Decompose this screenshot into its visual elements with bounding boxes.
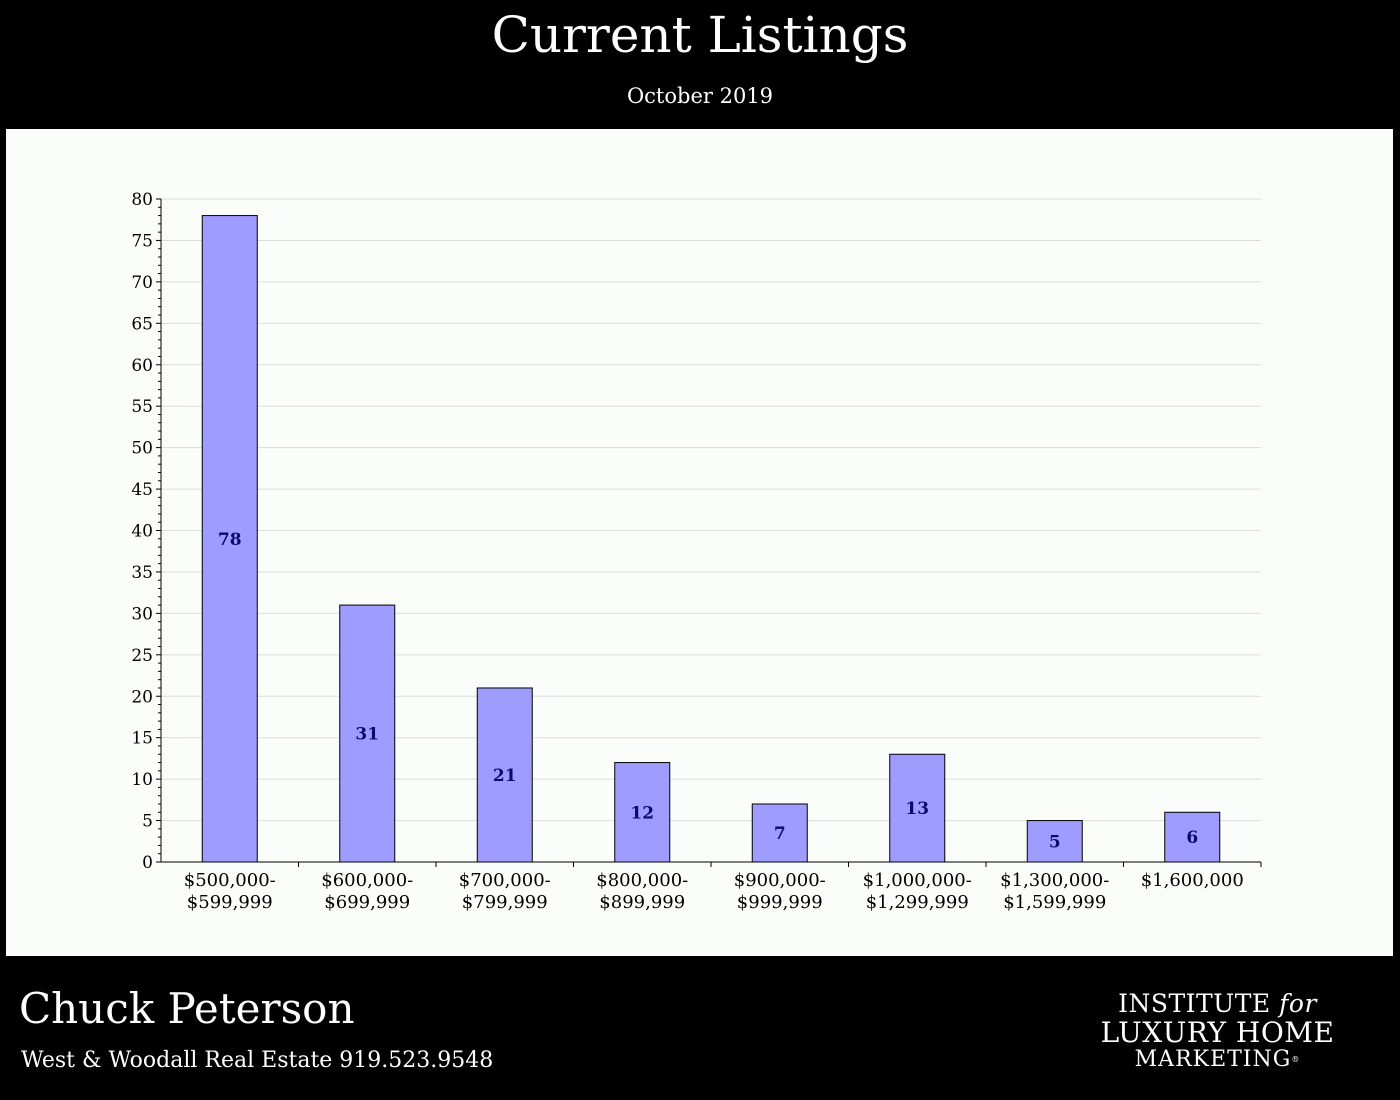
chart-header: Current Listings October 2019 [0, 0, 1400, 128]
x-category-label: $1,300,000- [1000, 870, 1109, 891]
logo-institute-text: INSTITUTE [1118, 989, 1271, 1018]
y-tick-label: 5 [142, 812, 153, 832]
bar-data-label: 31 [355, 725, 379, 745]
y-tick-label: 45 [131, 480, 153, 500]
bar-data-label: 21 [493, 766, 517, 786]
x-category-label: $599,999 [187, 892, 273, 913]
x-category-label: $899,999 [599, 892, 685, 913]
y-tick-label: 15 [131, 729, 153, 749]
bar [889, 753, 946, 863]
agent-name: Chuck Peterson [19, 984, 355, 1033]
x-category-label: $500,000- [184, 870, 276, 891]
y-tick-label: 50 [131, 439, 153, 459]
x-category-label: $800,000- [596, 870, 688, 891]
y-tick-label: 0 [142, 853, 153, 873]
bar-data-label: 6 [1186, 828, 1198, 848]
bar [201, 215, 258, 863]
chart-title: Current Listings [491, 6, 909, 64]
y-tick-label: 75 [131, 231, 153, 251]
x-category-label: $1,599,999 [1003, 892, 1106, 913]
institute-logo: INSTITUTE for LUXURY HOME MARKETING® [1080, 990, 1355, 1072]
bar-data-label: 78 [218, 530, 242, 550]
bar-data-label: 13 [905, 799, 929, 819]
bar-data-label: 5 [1049, 832, 1061, 852]
bar-chart: 0510152025303540455055606570758078$500,0… [131, 190, 1262, 913]
bar [614, 762, 671, 863]
y-tick-label: 40 [131, 522, 153, 542]
registered-mark: ® [1291, 1055, 1301, 1064]
bar [1164, 811, 1221, 863]
x-category-label: $799,999 [462, 892, 548, 913]
footer: Chuck Peterson West & Woodall Real Estat… [0, 956, 1400, 1100]
x-category-label: $1,000,000- [863, 870, 972, 891]
y-tick-label: 10 [131, 770, 153, 790]
chart-panel: 0 5 10 15 20 25 30 35 40 45 50 55 60 65 70 75 80 78 $500,0… [6, 129, 1393, 956]
x-category-label: $1,299,999 [866, 892, 969, 913]
x-category-label: $600,000- [321, 870, 413, 891]
y-tick-label: 35 [131, 563, 153, 583]
chart-subtitle: October 2019 [626, 84, 774, 108]
logo-marketing-text: MARKETING [1134, 1047, 1292, 1072]
x-category-label: $699,999 [324, 892, 410, 913]
bar [1026, 820, 1083, 863]
y-tick-label: 20 [131, 687, 153, 707]
bar [476, 687, 533, 863]
bar-data-label: 12 [630, 803, 654, 823]
x-category-label: $700,000- [459, 870, 551, 891]
y-tick-label: 25 [131, 646, 153, 666]
bar-data-label: 7 [774, 824, 786, 844]
y-tick-label: 70 [131, 273, 153, 293]
bar [339, 604, 396, 863]
x-category-label: $900,000- [734, 870, 826, 891]
bar [751, 803, 808, 863]
x-category-label: $1,600,000 [1141, 870, 1244, 891]
logo-line-3: MARKETING® [1080, 1048, 1355, 1072]
x-category-label: $999,999 [737, 892, 823, 913]
logo-line-1: INSTITUTE for [1080, 990, 1355, 1018]
logo-for-text: for [1279, 989, 1317, 1018]
y-tick-label: 30 [131, 604, 153, 624]
y-tick-label: 60 [131, 356, 153, 376]
y-tick-label: 65 [131, 314, 153, 334]
agent-details: West & Woodall Real Estate 919.523.9548 [21, 1048, 494, 1073]
y-tick-label: 55 [131, 397, 153, 417]
y-tick-label: 80 [131, 190, 153, 210]
logo-line-2: LUXURY HOME [1100, 1016, 1335, 1049]
